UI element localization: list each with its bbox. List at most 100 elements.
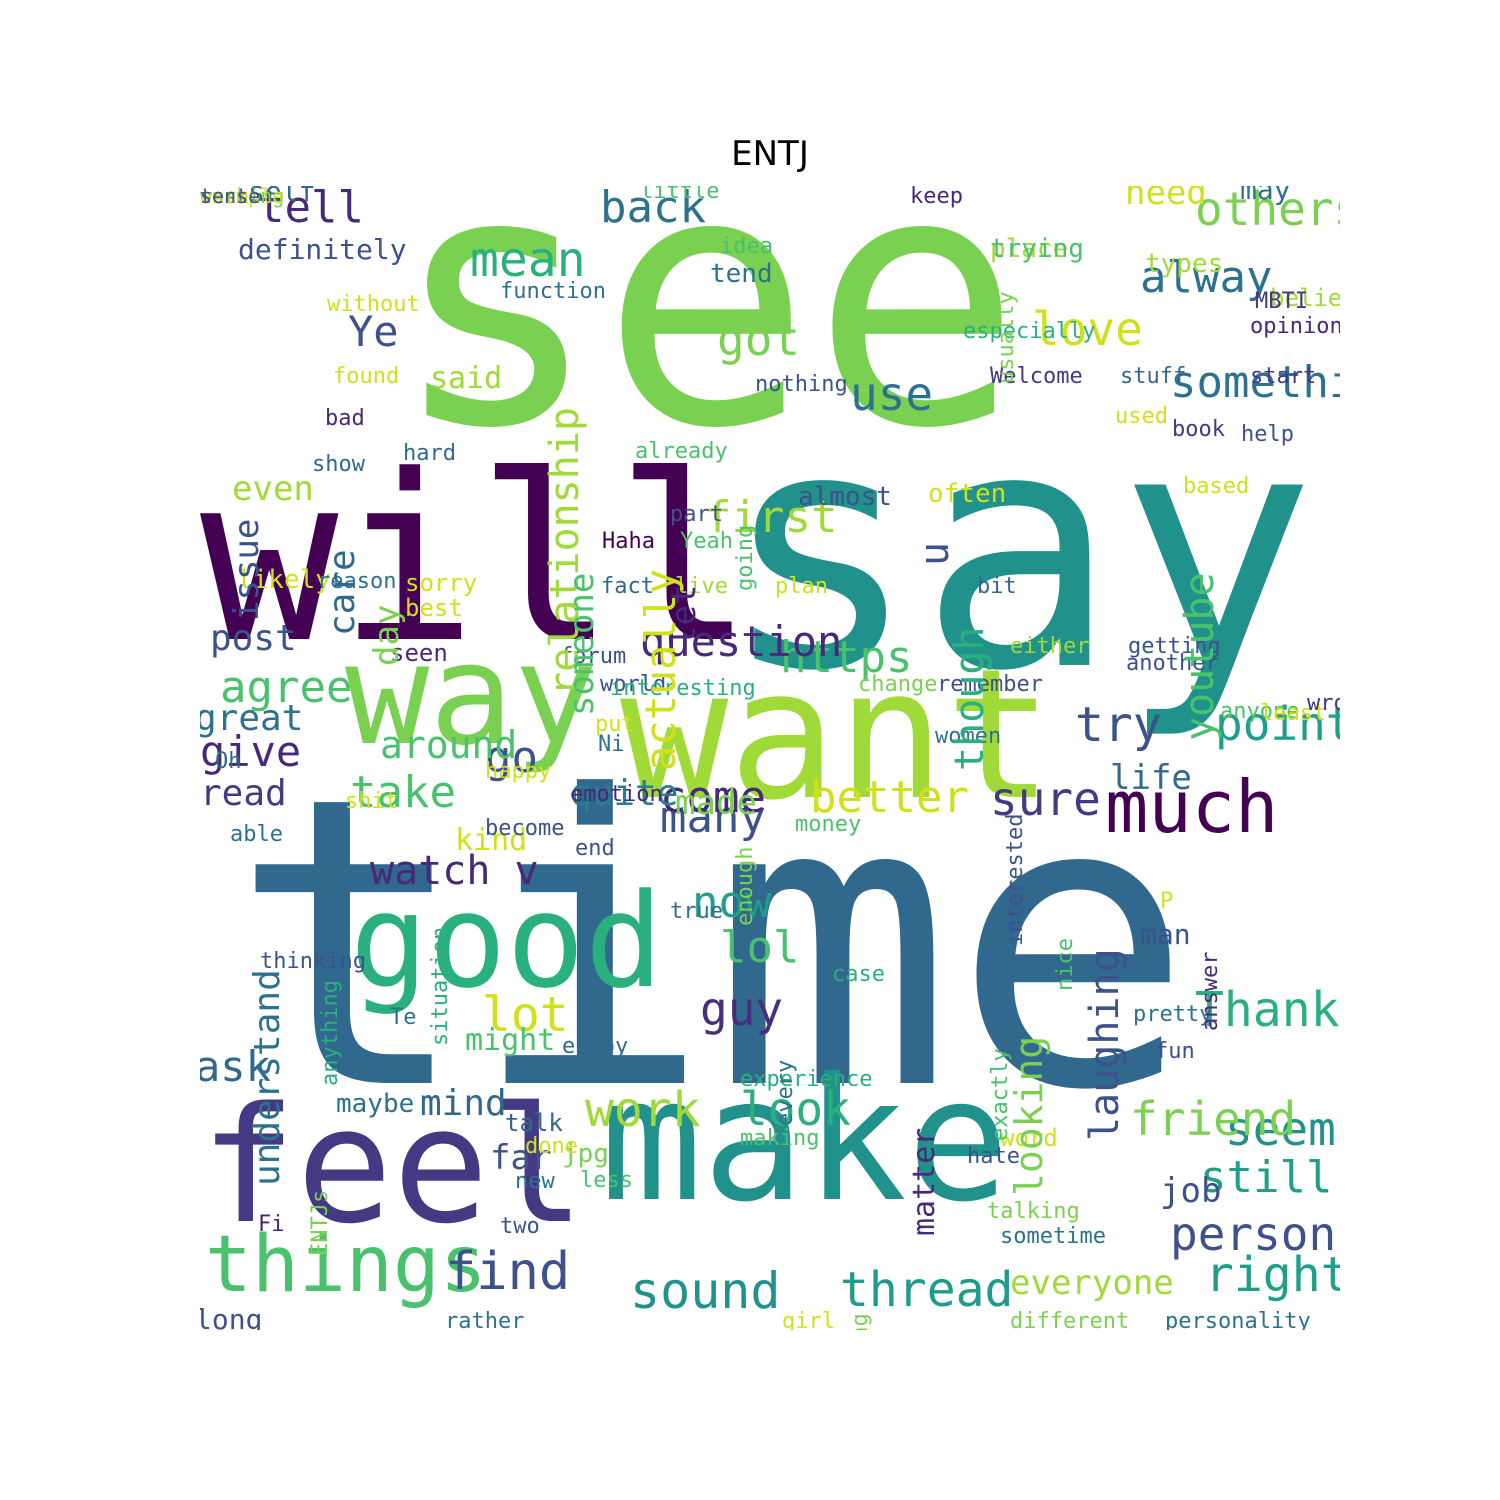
word-lot: lot (482, 987, 569, 1043)
word-good: good (350, 865, 664, 1017)
word-ni: Ni (598, 732, 625, 757)
word-new: new (515, 1169, 555, 1194)
word-mind: mind (420, 1083, 507, 1124)
word-now: now (692, 877, 772, 928)
word-care: care (322, 549, 363, 636)
word-forum: forum (560, 644, 627, 669)
word-opinion: opinion (1250, 314, 1340, 339)
word-come: come (660, 772, 766, 823)
word-long: long (200, 1303, 263, 1331)
word-yeah: Yeah (680, 529, 733, 554)
word-help: help (1241, 422, 1294, 447)
word-give: give (200, 727, 302, 776)
word-wrong: wrong (1307, 691, 1340, 716)
word-read: read (200, 773, 287, 814)
word-often: often (928, 479, 1007, 509)
word-still: still (1200, 1152, 1333, 1203)
word-ye: Ye (348, 307, 399, 356)
word-talk: talk (505, 1109, 563, 1137)
word-love: love (1032, 302, 1143, 356)
word-guy: guy (700, 982, 784, 1036)
word-person: person (1170, 1207, 1337, 1261)
word-sense: sense (200, 186, 261, 208)
word-sorry: sorry (405, 569, 478, 597)
word-day: day (367, 604, 407, 666)
word-better: better (810, 772, 969, 823)
word-change: change (858, 672, 938, 697)
word-post: post (210, 618, 297, 659)
word-part: part (670, 502, 723, 527)
word-much: much (1105, 765, 1279, 849)
word-anything: anything (318, 980, 343, 1086)
word-exactly: exactly (988, 1048, 1013, 1141)
word-say: say (720, 359, 1317, 743)
word-different: different (1010, 1309, 1130, 1331)
word-nothing: nothing (755, 372, 848, 397)
word-tend: tend (710, 259, 773, 289)
word-feel: feel (200, 1072, 586, 1259)
word-show: show (312, 452, 365, 477)
word-able: able (230, 822, 283, 847)
word-definitely: definitely (238, 233, 407, 266)
word-world: world (600, 672, 667, 697)
word-nice: nice (1053, 938, 1078, 991)
word-almost: almost (798, 482, 892, 512)
word-emotion: emotion (570, 782, 663, 807)
word-alway: alway (1140, 252, 1273, 303)
word-sure: sure (990, 772, 1101, 826)
word-first: first (705, 492, 838, 543)
word-women: women (935, 724, 1002, 749)
word-make: make (600, 1042, 1010, 1240)
word-quite: quite (570, 773, 679, 814)
word-youtube: youtube (1177, 572, 1223, 741)
word-someone: someone (562, 572, 602, 716)
word-right: right (1205, 1247, 1340, 1303)
word-fi: Fi (258, 1212, 285, 1237)
word-every: every (773, 1059, 798, 1126)
word-plan: plan (775, 574, 828, 599)
word-need: need (1125, 186, 1207, 213)
word-reason: reason (317, 569, 397, 594)
word-p: P (1160, 889, 1174, 914)
word-already: already (635, 439, 728, 464)
word-ask: ask (200, 1042, 271, 1091)
word-will: will (200, 427, 754, 694)
word-though: though (947, 626, 993, 772)
word-time: time (230, 713, 1194, 1178)
word-kind: kind (455, 823, 528, 858)
word-talking: talking (987, 1199, 1080, 1224)
word-hate: hate (967, 1144, 1020, 1169)
word-book: book (1172, 417, 1225, 442)
word-understand: understand (247, 969, 288, 1186)
word-may: may (1240, 186, 1291, 206)
word-many: many (660, 792, 766, 843)
word-usually: usually (994, 291, 1019, 384)
word-test: test (200, 186, 249, 208)
word-welcome: Welcome (990, 364, 1083, 389)
word-got: got (717, 312, 801, 366)
word-less: less (580, 1168, 633, 1193)
word-self: self (248, 186, 316, 208)
word-hard: hard (403, 441, 456, 466)
word-believe: believe (1270, 284, 1340, 312)
word-bit: bit (977, 574, 1017, 599)
word-personality: personality (1165, 1309, 1311, 1331)
word-example: example (200, 186, 285, 208)
word-anyone: anyone (1220, 699, 1300, 724)
word-something: something (1170, 357, 1340, 408)
word-girl: girl (782, 1309, 835, 1331)
word-place: place (990, 234, 1069, 264)
word-remember: remember (937, 672, 1043, 697)
word-far: far (490, 1138, 552, 1178)
word-entjs: ENTJs (308, 1189, 333, 1256)
word-reading: reading (848, 1313, 873, 1330)
word-pretty: pretty (1133, 1002, 1213, 1027)
word-go: go (485, 732, 538, 783)
word-idea: idea (720, 234, 773, 259)
word-thread: thread (840, 1262, 1014, 1318)
word-man: man (1140, 918, 1191, 951)
word-likely: likely (237, 565, 331, 595)
word-point: point (1215, 697, 1340, 751)
word-enjoy: enjoy (562, 1034, 629, 1059)
word-everyone: everyone (1010, 1263, 1174, 1303)
